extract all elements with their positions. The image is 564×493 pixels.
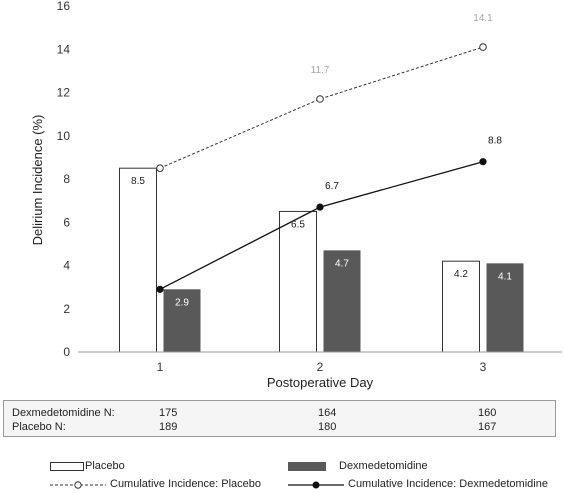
x-tick-label: 2 [317, 360, 324, 374]
n-value: 167 [478, 421, 497, 433]
n-table: Dexmedetomidine N: 175 164 160 Placebo N… [3, 400, 556, 437]
legend-placebo: Placebo [50, 460, 250, 474]
data-labels: 8.5 6.5 4.2 2.9 4.7 4.1 11.7 14.1 6.7 8.8 [131, 13, 512, 308]
bar-label-dexmedetomidine: 2.9 [175, 297, 189, 308]
bar-label-placebo: 4.2 [454, 269, 468, 280]
n-value: 164 [318, 407, 337, 419]
point-cum-dexmedetomidine [479, 158, 487, 166]
bar-label-placebo: 8.5 [131, 176, 145, 187]
point-cum-placebo [156, 164, 164, 172]
n-value: 160 [478, 407, 497, 419]
lines [156, 43, 487, 293]
bar-placebo [442, 260, 480, 353]
bar-label-dexmedetomidine: 4.7 [335, 258, 349, 269]
point-cum-placebo [316, 95, 324, 103]
x-tick-label: 1 [157, 360, 164, 374]
point-label-cum-placebo: 14.1 [473, 13, 493, 24]
legend-swatch-placebo [50, 462, 84, 471]
y-axis-ticks: 0 2 4 6 8 10 12 14 16 [57, 0, 71, 359]
bar-label-placebo: 6.5 [291, 219, 305, 230]
legend-cum-dex: Cumulative Incidence: Dexmedetomidine [288, 478, 558, 492]
y-tick-label: 16 [57, 0, 71, 13]
y-tick-label: 12 [57, 86, 71, 100]
y-tick-label: 10 [57, 129, 71, 143]
legend-swatch-cum-dex [288, 481, 344, 489]
bar-placebo [279, 210, 317, 353]
bar-dexmedetomidine [163, 289, 201, 352]
y-tick-label: 4 [63, 259, 70, 273]
y-tick-label: 0 [63, 345, 70, 359]
point-label-cum-placebo: 11.7 [311, 65, 330, 76]
bar-label-dexmedetomidine: 4.1 [498, 271, 512, 282]
n-row-label: Dexmedetomidine N: [12, 407, 115, 419]
line-cum-dexmedetomidine [159, 161, 484, 290]
legend-swatch-cum-placebo [50, 481, 106, 489]
point-label-cum-dexmedetomidine: 6.7 [325, 181, 339, 192]
legend-label: Placebo [85, 460, 125, 472]
bars [119, 167, 524, 353]
x-axis-ticks: 1 2 3 [157, 360, 487, 374]
legend-label: Dexmedetomidine [339, 460, 428, 472]
x-axis-title: Postoperative Day [267, 375, 374, 390]
point-cum-dexmedetomidine [316, 203, 324, 211]
y-tick-label: 8 [63, 172, 70, 186]
bar-placebo [119, 167, 157, 353]
bar-dexmedetomidine [486, 263, 524, 352]
legend-label: Cumulative Incidence: Placebo [110, 478, 262, 490]
point-label-cum-dexmedetomidine: 8.8 [488, 136, 502, 147]
y-axis-title: Delirium Incidence (%) [30, 115, 45, 246]
point-cum-placebo [479, 43, 487, 51]
legend-swatch-dexmedetomidine [288, 462, 326, 471]
n-value: 189 [159, 421, 178, 433]
bar-dexmedetomidine [323, 250, 361, 352]
legend-cum-placebo: Cumulative Incidence: Placebo [50, 478, 290, 492]
x-tick-label: 3 [480, 360, 487, 374]
n-row-label: Placebo N: [12, 421, 66, 433]
legend-dexmedetomidine: Dexmedetomidine [288, 460, 508, 474]
y-tick-label: 2 [63, 302, 70, 316]
y-tick-label: 6 [63, 215, 70, 229]
legend-label: Cumulative Incidence: Dexmedetomidine [348, 478, 548, 490]
n-value: 180 [318, 421, 337, 433]
n-value: 175 [159, 407, 178, 419]
y-tick-label: 14 [57, 42, 71, 56]
point-cum-dexmedetomidine [156, 285, 164, 293]
